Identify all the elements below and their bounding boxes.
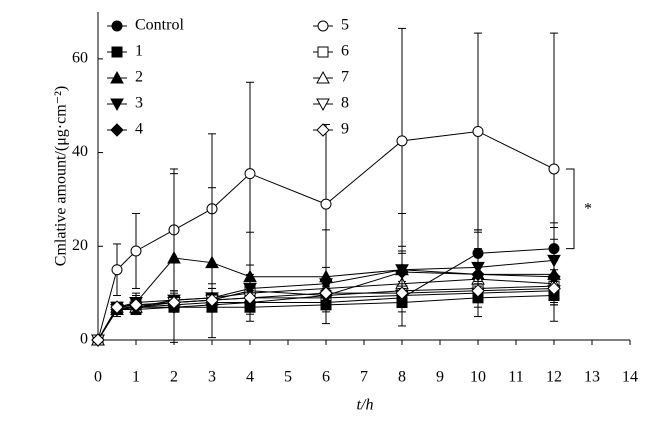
series-line: [97, 278, 555, 341]
x-tick-label: 7: [360, 369, 368, 386]
legend-marker: [110, 123, 124, 137]
data-point: [319, 286, 333, 300]
x-tick-label: 6: [322, 369, 330, 386]
data-point: [471, 267, 485, 282]
legend-marker: [316, 98, 330, 112]
legend-marker: [316, 70, 330, 84]
series-line: [97, 130, 555, 341]
legend-label: 3: [135, 95, 143, 112]
data-point: [320, 198, 332, 210]
x-tick-label: 8: [398, 369, 406, 386]
legend-marker: [111, 46, 123, 58]
series-line: [97, 259, 555, 341]
x-tick-label: 5: [284, 369, 292, 386]
legend-label: 5: [341, 17, 349, 34]
data-point: [167, 295, 181, 310]
y-tick-label: 0: [80, 331, 88, 348]
y-tick-label: 20: [72, 237, 88, 254]
data-point: [548, 163, 560, 175]
x-tick-label: 11: [508, 369, 523, 386]
x-tick-label: 2: [170, 369, 178, 386]
y-tick-label: 40: [72, 143, 88, 160]
data-point: [547, 281, 561, 296]
x-axis-label: t/h: [357, 397, 374, 414]
data-point: [395, 265, 409, 279]
x-tick-label: 12: [546, 369, 562, 386]
data-point: [129, 298, 143, 312]
data-point: [396, 135, 408, 147]
x-tick-label: 9: [436, 369, 444, 386]
x-tick-label: 4: [246, 369, 254, 386]
legend-marker: [111, 20, 123, 32]
data-point: [91, 333, 105, 347]
data-point: [130, 245, 142, 257]
x-tick-label: 10: [470, 369, 486, 386]
legend-label: 4: [135, 121, 143, 138]
legend-label: Control: [135, 17, 184, 34]
data-point: [205, 293, 219, 307]
series-line: [97, 294, 555, 341]
legend-label: 9: [341, 121, 349, 138]
data-point: [472, 125, 484, 137]
x-tick-label: 1: [132, 369, 140, 386]
x-tick-label: 0: [94, 369, 102, 386]
data-point: [471, 284, 485, 298]
data-point: [243, 282, 257, 296]
legend-marker: [317, 20, 329, 32]
x-tick-label: 13: [584, 369, 600, 386]
x-tick-label: 14: [622, 369, 638, 386]
legend-label: 6: [341, 43, 349, 60]
series-line: [97, 271, 555, 341]
legend-label: 8: [341, 95, 349, 112]
data-point: [243, 291, 257, 305]
legend-marker: [316, 123, 330, 137]
data-point: [395, 286, 409, 300]
legend-label: 7: [341, 69, 349, 86]
data-point: [110, 300, 124, 314]
data-point: [111, 264, 123, 276]
significance-mark: *: [584, 201, 592, 218]
x-tick-label: 3: [208, 369, 216, 386]
series-line: [97, 287, 555, 341]
legend-marker: [110, 70, 124, 84]
legend-marker: [317, 46, 329, 58]
y-tick-label: 60: [72, 50, 88, 67]
legend-marker: [110, 98, 124, 112]
significance-bracket: [566, 168, 575, 250]
data-point: [244, 168, 256, 180]
data-point: [167, 250, 181, 264]
data-point: [205, 255, 219, 269]
legend-label: 2: [135, 69, 143, 86]
legend-label: 1: [135, 43, 143, 60]
y-axis-label: Cmlative amount/(μg·cm⁻²): [53, 86, 70, 266]
